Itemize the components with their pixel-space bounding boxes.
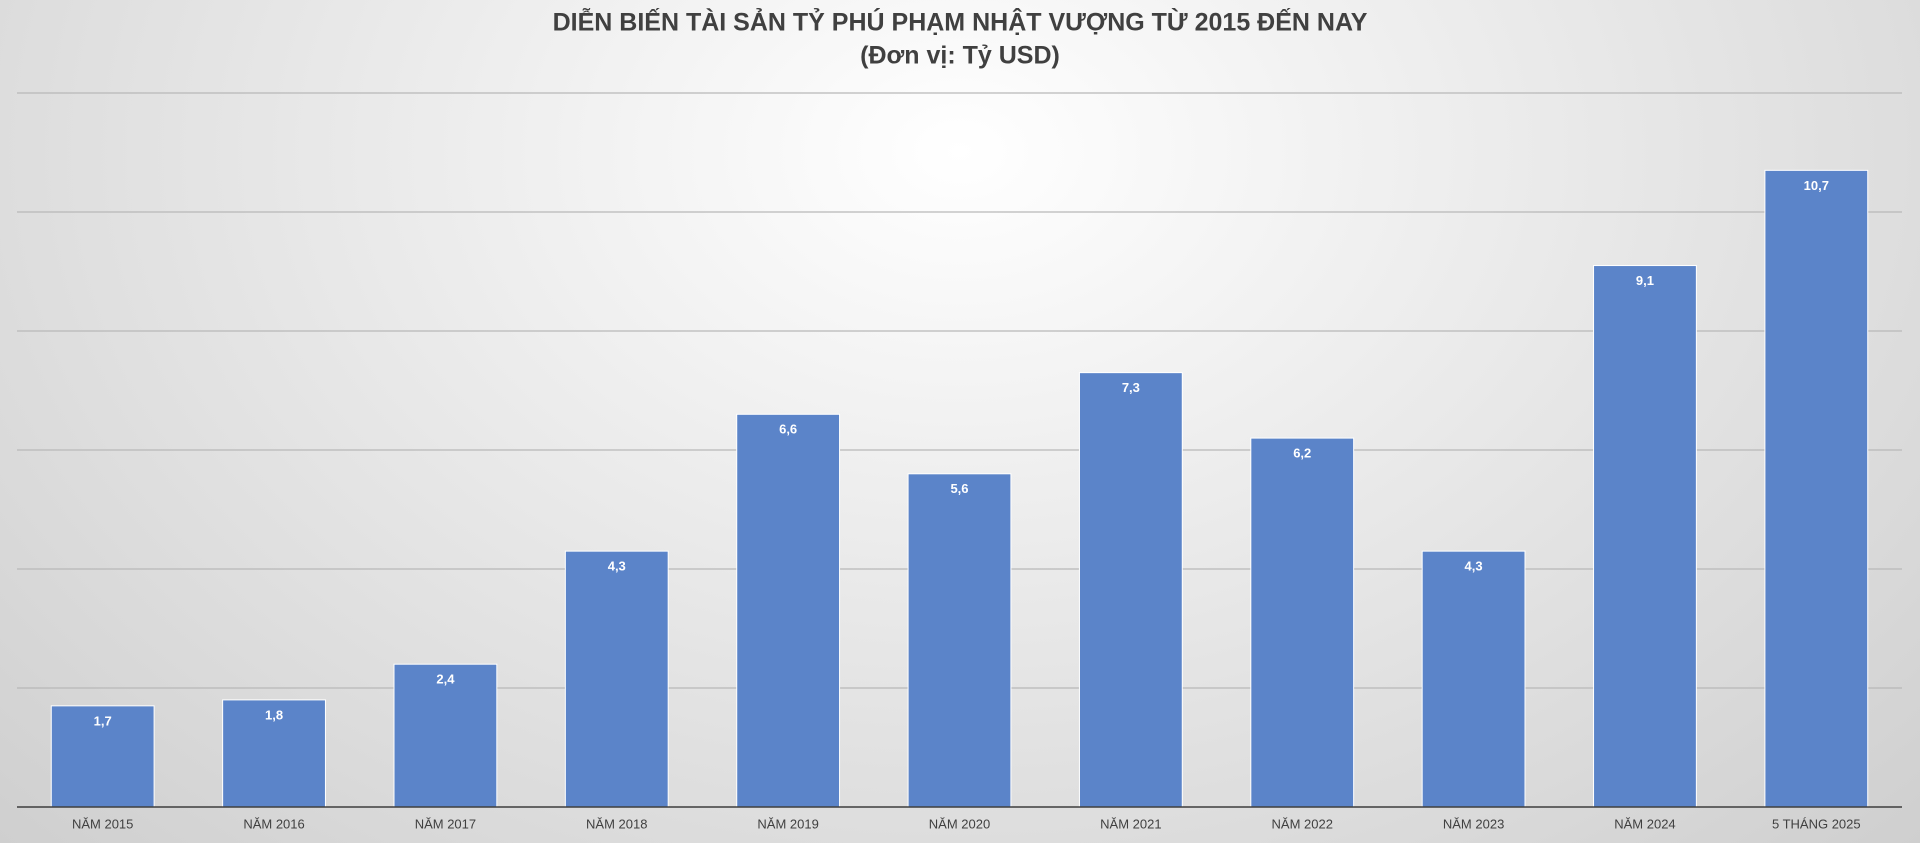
data-label: 4,3 bbox=[608, 559, 626, 574]
data-label: 9,1 bbox=[1636, 273, 1654, 288]
data-label: 6,6 bbox=[779, 422, 797, 437]
x-tick-label: NĂM 2018 bbox=[586, 816, 647, 831]
data-label: 6,2 bbox=[1293, 446, 1311, 461]
x-tick-label: NĂM 2015 bbox=[72, 816, 133, 831]
data-label: 7,3 bbox=[1122, 380, 1140, 395]
x-tick-label: NĂM 2016 bbox=[243, 816, 304, 831]
bar bbox=[736, 413, 841, 808]
x-tick-label: NĂM 2022 bbox=[1272, 816, 1333, 831]
bar bbox=[1078, 372, 1183, 808]
data-label: 2,4 bbox=[436, 672, 455, 687]
bar bbox=[1250, 437, 1355, 808]
x-tick-label: NĂM 2021 bbox=[1100, 816, 1161, 831]
data-label: 5,6 bbox=[950, 481, 968, 496]
chart-subtitle: (Đơn vị: Tỷ USD) bbox=[860, 42, 1060, 70]
bar bbox=[393, 663, 498, 808]
bar bbox=[1593, 265, 1697, 808]
data-label: 10,7 bbox=[1804, 178, 1829, 193]
x-tick-label: NĂM 2020 bbox=[929, 816, 990, 831]
data-label: 4,3 bbox=[1465, 559, 1483, 574]
x-tick-label: NĂM 2023 bbox=[1443, 816, 1504, 831]
data-label: 1,7 bbox=[94, 713, 112, 728]
bar bbox=[1421, 550, 1526, 808]
x-tick-label: NĂM 2019 bbox=[757, 816, 818, 831]
x-tick-label: 5 THÁNG 2025 bbox=[1772, 816, 1861, 831]
chart-title: DIỄN BIẾN TÀI SẢN TỶ PHÚ PHẠM NHẬT VƯỢNG… bbox=[553, 7, 1368, 37]
bar bbox=[907, 473, 1012, 808]
data-label: 1,8 bbox=[265, 707, 283, 722]
x-tick-label: NĂM 2024 bbox=[1614, 816, 1675, 831]
bar bbox=[1764, 169, 1869, 808]
bar bbox=[564, 550, 669, 808]
x-tick-label: NĂM 2017 bbox=[415, 816, 476, 831]
bar bbox=[222, 699, 326, 808]
